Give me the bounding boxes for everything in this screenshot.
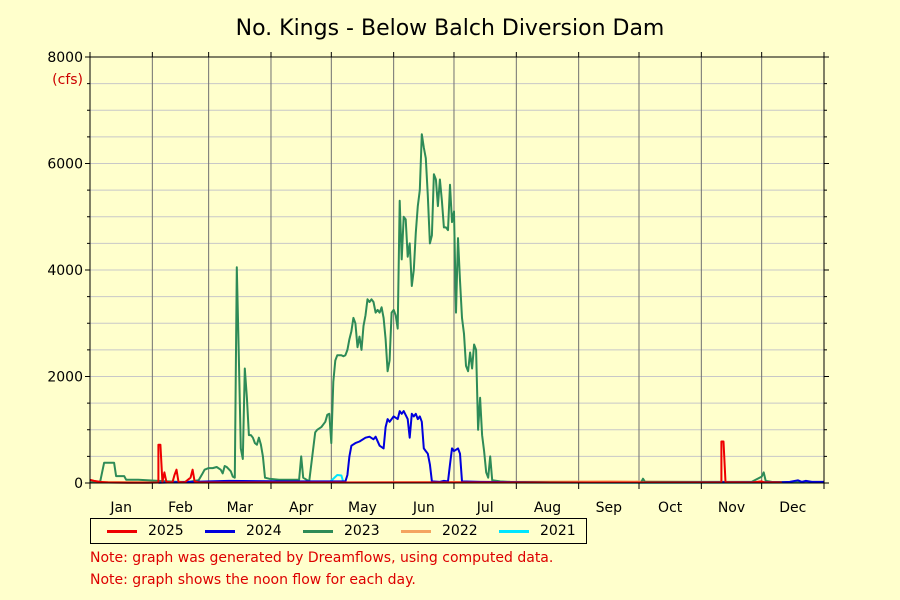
legend-item-2023: 2023 [287,523,385,539]
x-tick-label: Feb [168,500,193,516]
note-noon-flow: Note: graph shows the noon flow for each… [90,572,416,588]
x-tick-label: Sep [596,500,623,516]
series-line-2023 [89,133,824,484]
grid [90,57,824,483]
x-tick-label: Oct [658,500,683,516]
axes: 0 2000 4000 6000 8000 Jan Feb Mar Apr May Jun Jul Au… [47,50,829,516]
y-axis-unit: (cfs) [52,72,83,88]
legend-swatch [303,529,333,533]
series-layer [89,133,825,484]
x-tick-label: Jul [476,500,494,516]
legend-swatch [499,529,529,533]
y-tick-label: 8000 [47,50,83,66]
legend-swatch [107,529,137,533]
legend-item-2022: 2022 [385,523,483,539]
x-tick-label: May [348,500,377,516]
legend-label: 2024 [246,523,282,539]
legend-label: 2023 [344,523,380,539]
note-source: Note: graph was generated by Dreamflows,… [90,550,554,566]
x-tick-label: Mar [227,500,254,516]
y-tick-label: 2000 [47,370,83,386]
legend-label: 2022 [442,523,478,539]
y-tick-label: 6000 [47,157,83,173]
x-tick-label: Aug [534,500,561,516]
legend-item-2025: 2025 [91,523,189,539]
y-tick-label: 4000 [47,263,83,279]
x-tick-label: Apr [289,500,313,516]
series-line-2025 [89,440,782,484]
legend-item-2024: 2024 [189,523,287,539]
x-tick-label: Jun [412,500,435,516]
chart-title: No. Kings - Below Balch Diversion Dam [236,16,665,41]
legend-item-2021: 2021 [483,523,581,539]
x-tick-label: Nov [718,500,745,516]
legend-swatch [401,529,431,533]
legend: 2025 2024 2023 2022 2021 [90,518,587,544]
legend-label: 2025 [148,523,184,539]
x-tick-label: Dec [779,500,806,516]
legend-swatch [205,529,235,533]
x-tick-label: Jan [109,500,132,516]
y-tick-label: 0 [74,476,83,492]
legend-label: 2021 [540,523,576,539]
